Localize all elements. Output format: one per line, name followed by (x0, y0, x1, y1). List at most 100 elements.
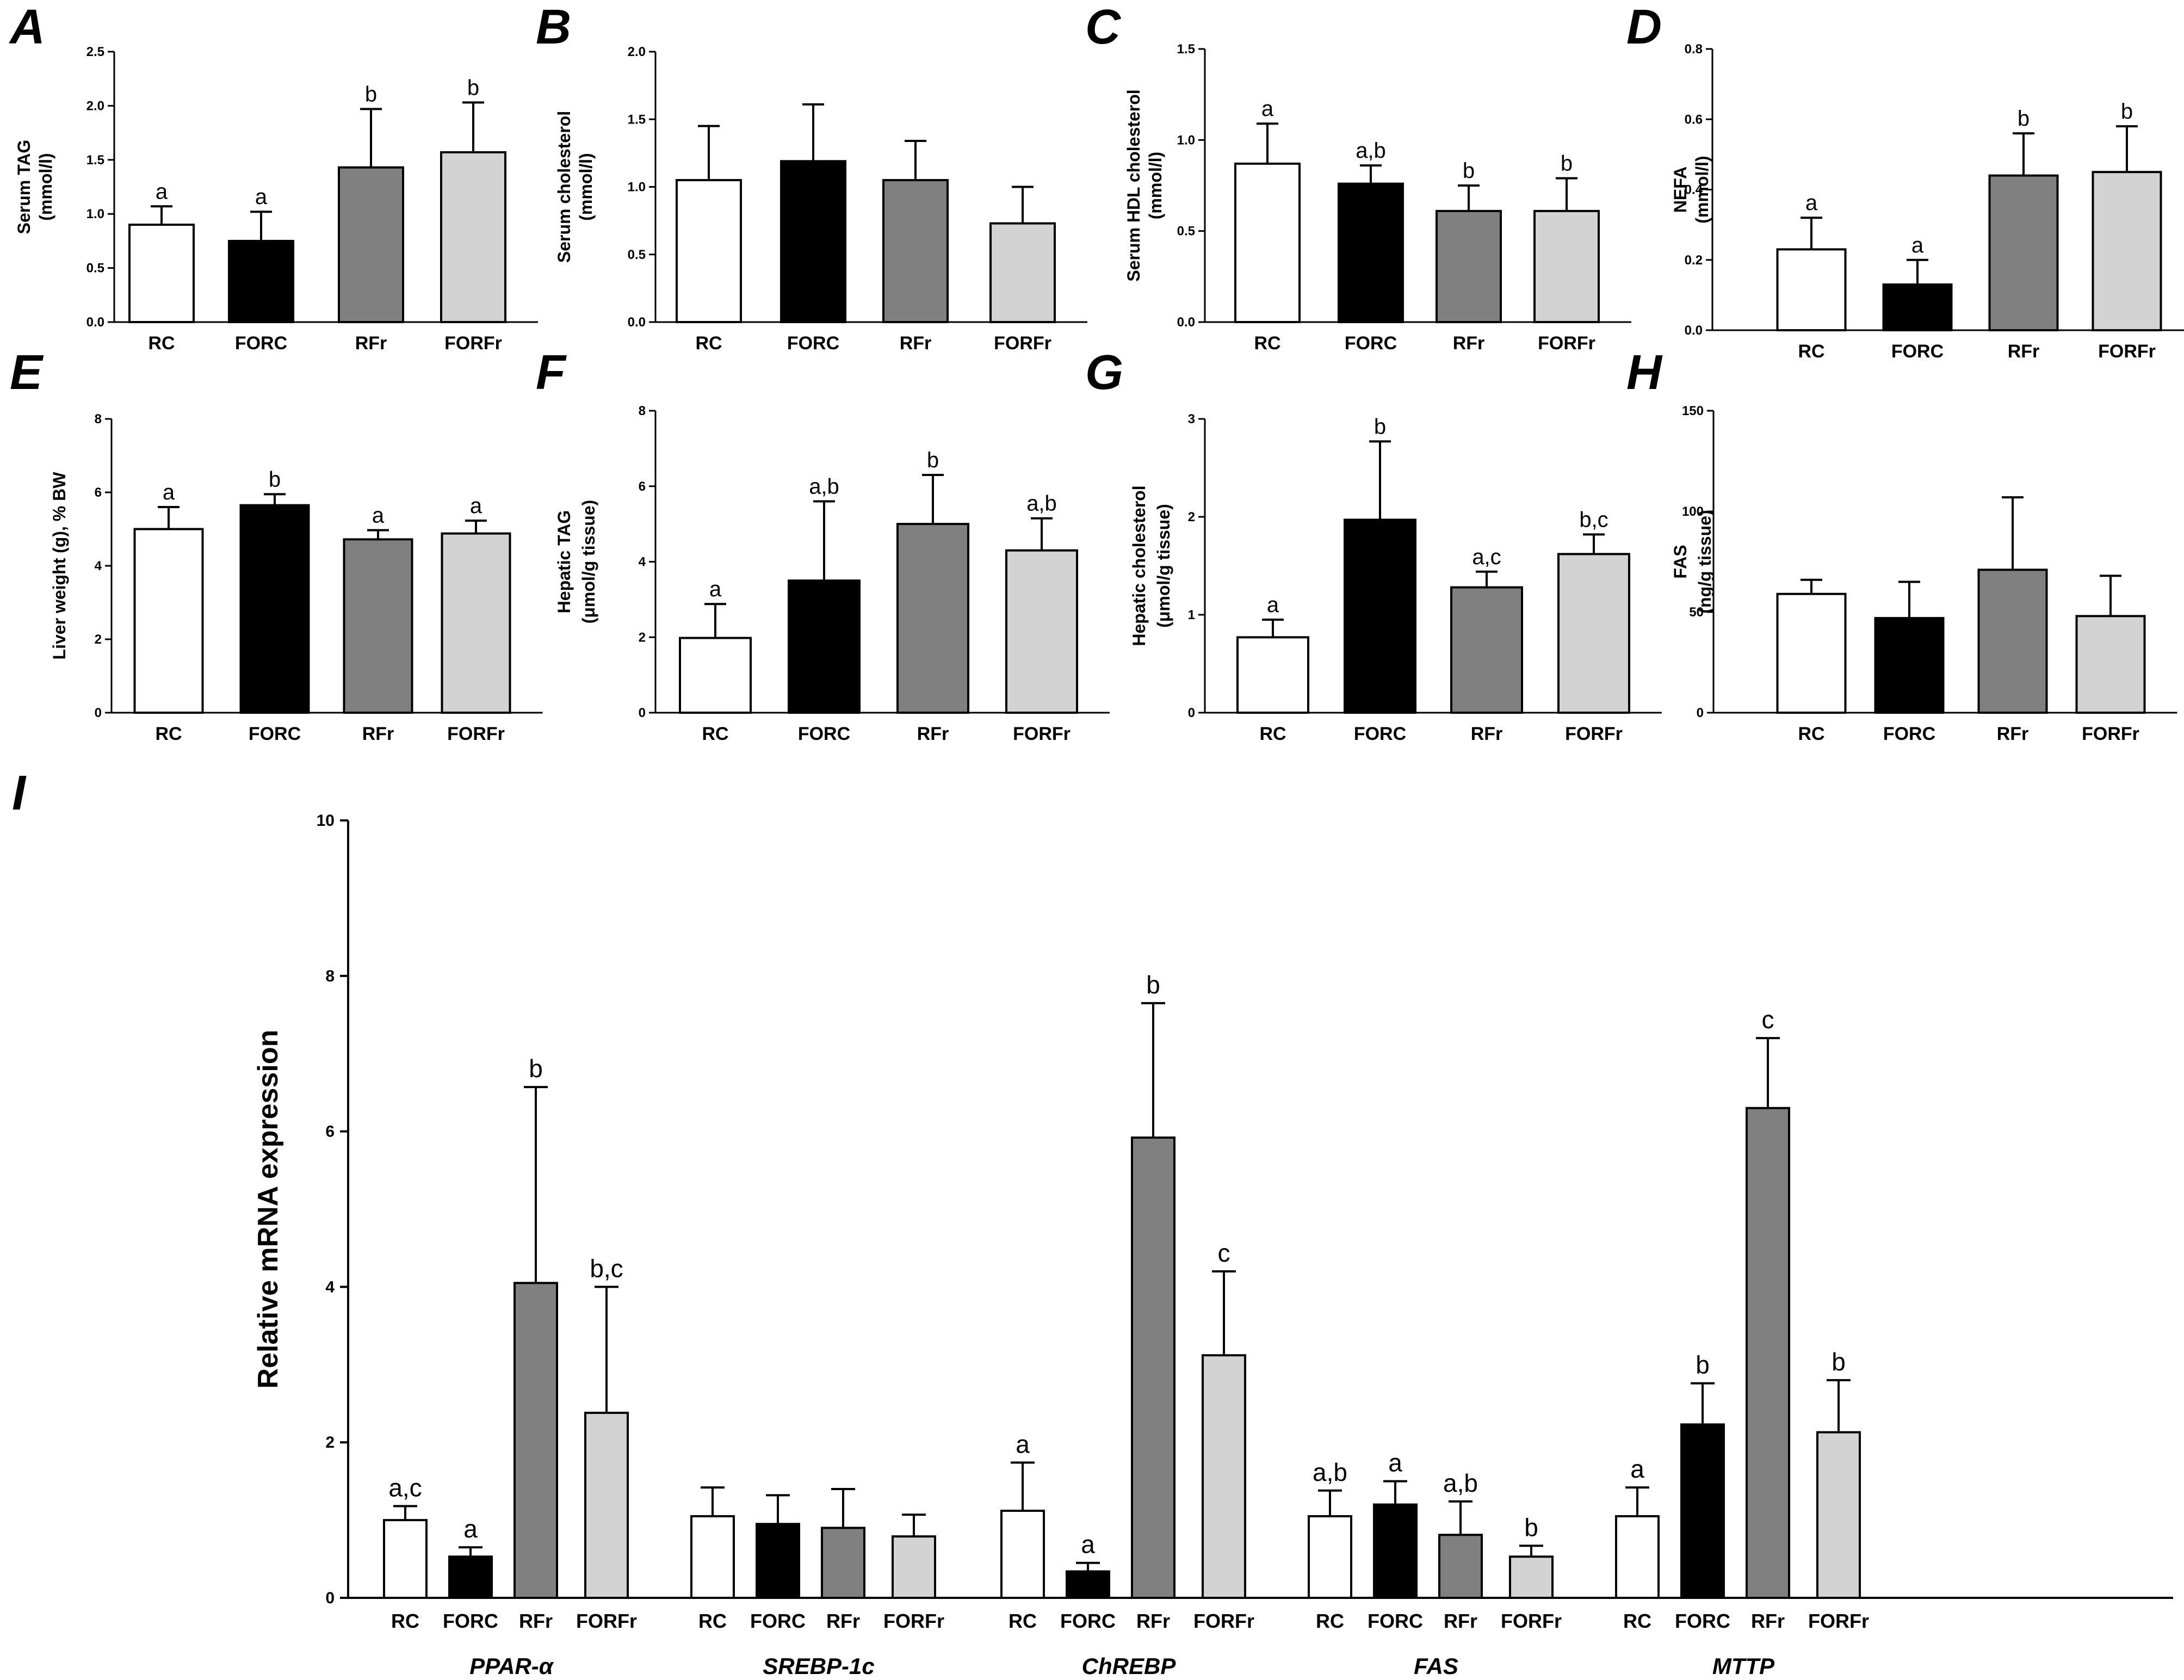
x-tick-label: RFr (917, 724, 949, 744)
bar-forfr (1202, 1354, 1246, 1599)
bar-rc (676, 179, 742, 323)
bar-rfr (1746, 1107, 1790, 1599)
y-tick-label: 0.2 (1685, 253, 1703, 268)
x-tick-label: FORC (798, 724, 850, 744)
bar-rfr (882, 179, 949, 323)
gene-label: MTTP (1712, 1653, 1775, 1679)
bar-forfr (584, 1411, 629, 1599)
y-axis-label: (ng/g tissue) (1695, 510, 1715, 613)
y-tick-label: 6 (639, 479, 646, 494)
x-tick-label: RC (391, 1610, 419, 1632)
y-tick-label: 0.4 (1685, 183, 1703, 197)
y-tick-label: 3 (1188, 412, 1195, 427)
x-tick-label: RFr (826, 1610, 860, 1632)
x-tick-label: FORFr (1013, 724, 1071, 744)
x-tick-label: RC (155, 724, 182, 744)
significance-label: a (1267, 593, 1279, 617)
y-tick-label: 2.0 (628, 45, 646, 59)
significance-label: b (927, 448, 939, 472)
bar-forfr (1557, 553, 1630, 714)
bar-rc (133, 528, 204, 714)
x-tick-label: RC (1009, 1610, 1037, 1632)
panel-i-letter: I (12, 766, 27, 820)
significance-label: a (470, 494, 482, 518)
significance-label: b (2018, 107, 2030, 131)
bar-forfr (1533, 209, 1600, 323)
bar-forfr (989, 222, 1056, 323)
bar-forc (1344, 518, 1416, 714)
gene-label: FAS (1414, 1653, 1458, 1679)
significance-label: b (1696, 1351, 1710, 1379)
panel-e: E 0 2 4 6 8 Liver weight (g), % BW a RC b FORC a RFr… (10, 345, 543, 744)
x-tick-label: FORFr (444, 333, 502, 354)
bar-rc (690, 1515, 735, 1599)
x-tick-label: RC (698, 1610, 727, 1632)
gene-label: ChREBP (1082, 1653, 1177, 1679)
y-axis-label: FAS (1671, 545, 1690, 578)
bar-rc (1234, 162, 1301, 323)
y-tick-label: 1.0 (1177, 133, 1195, 147)
y-tick-label: 0.5 (86, 261, 104, 276)
significance-label: b (1374, 415, 1386, 438)
y-tick-label: 50 (1689, 605, 1704, 620)
y-tick-label: 1.0 (86, 207, 104, 221)
y-axis-label: Liver weight (g), % BW (50, 472, 69, 660)
significance-label: a,b (1443, 1469, 1478, 1497)
x-tick-label: RFr (900, 333, 932, 354)
significance-label: a (1388, 1449, 1402, 1477)
significance-label: a (463, 1515, 478, 1543)
x-tick-label: RFr (1453, 333, 1485, 354)
panel-c-letter: C (1085, 0, 1122, 54)
bar-rc (1776, 248, 1847, 331)
panel-d: D 0.0 0.2 0.4 0.6 0.8 NEFA (mmol/l) a RC a FORC b RFr… (1626, 0, 2184, 362)
significance-label: b,c (1579, 508, 1608, 532)
panel-h: H 0 50 100 150 FAS (ng/g tissue) RC FORC RFr FORFr (1626, 345, 2177, 744)
x-tick-label: RC (1259, 724, 1286, 744)
significance-label: a (709, 577, 722, 601)
y-axis-label: Hepatic TAG (554, 510, 574, 614)
panel-g: G 0 1 2 3 Hepatic cholesterol (μmol/g tissue) a… (1085, 345, 1662, 744)
significance-label: b (2121, 100, 2133, 123)
x-tick-label: RC (695, 333, 722, 354)
significance-label: a (255, 185, 268, 209)
significance-label: a,b (1026, 492, 1057, 516)
significance-label: a (163, 480, 175, 504)
y-axis-label: (mmol/l) (1146, 152, 1165, 219)
y-tick-label: 2 (639, 630, 646, 645)
x-tick-label: FORFr (576, 1610, 637, 1632)
significance-label: a (1911, 233, 1924, 257)
panel-g-letter: G (1085, 345, 1123, 400)
y-tick-label: 8 (95, 412, 102, 427)
bar-forc (756, 1523, 800, 1599)
y-tick-label: 0 (1697, 706, 1704, 720)
bar-forc (1680, 1423, 1725, 1599)
gene-group: a RC b FORC c RFr b FORFr MTTP (1615, 1005, 1869, 1679)
x-tick-label: RC (1623, 1610, 1651, 1632)
significance-label: a (372, 504, 385, 528)
y-tick-label: 0 (325, 1589, 335, 1607)
panel-f-letter: F (536, 345, 567, 400)
bar-forc (1373, 1503, 1418, 1599)
bar-forc (239, 504, 310, 714)
significance-label: b (467, 76, 479, 100)
y-tick-label: 2.0 (86, 98, 104, 113)
gene-group: a RC a FORC b RFr c FORFr ChREBP (1000, 971, 1254, 1679)
y-axis-label: (mmol/l) (1692, 156, 1712, 223)
bar-forc (228, 239, 294, 323)
x-tick-label: FORC (249, 724, 301, 744)
y-axis-label: Serum cholesterol (554, 111, 574, 263)
x-tick-label: FORC (1345, 333, 1397, 354)
bar-rfr (1436, 209, 1502, 323)
x-tick-label: RFr (1444, 1610, 1477, 1632)
y-tick-label: 0 (639, 706, 646, 720)
bar-rfr (896, 523, 969, 714)
y-tick-label: 10 (317, 812, 335, 830)
y-tick-label: 1.5 (1177, 42, 1195, 57)
bar-rfr (1438, 1534, 1483, 1599)
gene-group: a,b RC a FORC a,b RFr b FORFr FAS (1308, 1449, 1562, 1679)
y-tick-label: 0.0 (1685, 323, 1703, 338)
significance-label: a (1016, 1430, 1030, 1458)
x-tick-label: FORFr (1808, 1610, 1869, 1632)
bar-rc (128, 224, 195, 323)
